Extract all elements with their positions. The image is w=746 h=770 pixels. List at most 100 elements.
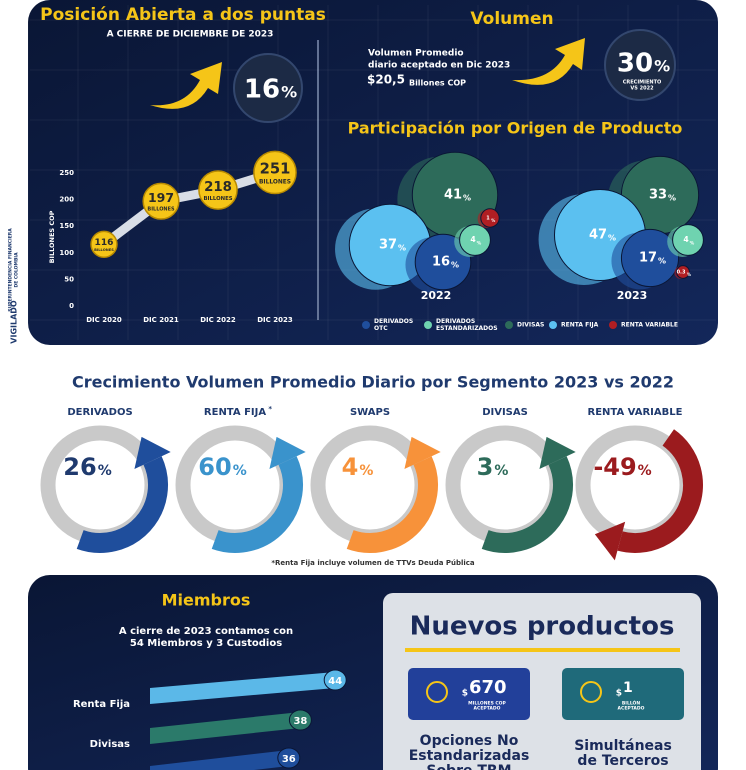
segment-name: RENTA FIJA bbox=[204, 407, 266, 418]
amount-label: ACEPTADO bbox=[474, 706, 501, 712]
amount: 670 bbox=[469, 677, 507, 698]
bar bbox=[150, 750, 289, 770]
legend-label: OTC bbox=[374, 325, 388, 332]
y-tick-label: 100 bbox=[59, 249, 74, 257]
bar-value: 36 bbox=[282, 754, 296, 765]
text: A cierre de 2023 contamos con bbox=[119, 626, 293, 637]
legend-label: DIVISAS bbox=[517, 322, 544, 329]
segment-name: DERIVADOS bbox=[67, 407, 132, 418]
arrow-arc bbox=[346, 456, 438, 553]
description: Volumen Promedio bbox=[368, 49, 464, 59]
unit: % bbox=[491, 218, 495, 223]
bubble bbox=[676, 265, 690, 279]
year-label: 2022 bbox=[421, 289, 452, 302]
value-label: 4 bbox=[470, 235, 475, 244]
unit: % bbox=[451, 261, 459, 270]
unit-label: BILLONES bbox=[203, 196, 232, 202]
unit: % bbox=[98, 463, 112, 479]
point bbox=[142, 182, 180, 220]
arrow-icon bbox=[512, 38, 585, 85]
amount-label: ACEPTADO bbox=[618, 706, 645, 712]
growth-label: CRECIMIENTO bbox=[623, 80, 662, 86]
currency: $ bbox=[616, 689, 622, 699]
year-label: 2023 bbox=[617, 289, 648, 302]
segment-name: DIVISAS bbox=[482, 407, 528, 418]
currency: $ bbox=[462, 689, 468, 699]
product-card bbox=[562, 668, 684, 720]
unit: % bbox=[463, 194, 471, 203]
legend-swatch bbox=[609, 321, 617, 329]
amount-label: BILLÓN bbox=[622, 700, 641, 707]
point bbox=[198, 170, 238, 210]
unit-label: BILLONES bbox=[94, 248, 114, 252]
segment-name: SWAPS bbox=[350, 407, 390, 418]
segment-value: 26 bbox=[63, 453, 96, 481]
amount: 1 bbox=[623, 680, 633, 696]
footnote: *Renta Fija incluye volumen de TTVs Deud… bbox=[271, 559, 475, 567]
value-label: 116 bbox=[95, 238, 114, 248]
arrow-head bbox=[539, 436, 576, 469]
arrow-arc bbox=[617, 429, 703, 553]
segment-value: -49 bbox=[593, 453, 636, 481]
arrow-head bbox=[134, 436, 171, 469]
unit: % bbox=[608, 234, 616, 243]
growth: 30 bbox=[617, 49, 653, 79]
legend-swatch bbox=[424, 321, 432, 329]
bar-value: 38 bbox=[293, 716, 307, 727]
coin-icon bbox=[580, 681, 602, 703]
bar-value: 44 bbox=[328, 676, 342, 687]
title: Crecimiento Volumen Promedio Diario por … bbox=[72, 373, 674, 392]
unit: % bbox=[690, 241, 695, 247]
title: Nuevos productos bbox=[410, 612, 675, 642]
description: diario aceptado en Dic 2023 bbox=[368, 61, 510, 71]
arrow-arc bbox=[211, 456, 303, 553]
product-name: Sobre TRM bbox=[426, 763, 511, 770]
amount-label: MILLONES COP bbox=[468, 701, 506, 707]
text: 54 Miembros y 3 Custodios bbox=[130, 638, 282, 649]
value-label: 47 bbox=[589, 228, 607, 243]
unit: % bbox=[233, 463, 247, 479]
value-label: 16 bbox=[432, 255, 450, 270]
point bbox=[253, 150, 297, 195]
legend-label: DERIVADOS bbox=[374, 318, 413, 325]
value-label: 251 bbox=[260, 160, 291, 177]
product-card bbox=[408, 668, 530, 720]
note-mark: * bbox=[268, 405, 272, 413]
arrow-arc bbox=[76, 456, 168, 553]
value-label: 41 bbox=[444, 188, 462, 203]
value-label: 197 bbox=[148, 190, 174, 205]
arrow-head bbox=[404, 436, 441, 469]
bubble bbox=[620, 228, 680, 288]
product-name: Simultáneas bbox=[574, 738, 672, 754]
y-axis-label: BILLONES COP bbox=[48, 210, 56, 263]
unit: % bbox=[687, 272, 691, 277]
point bbox=[90, 230, 118, 258]
products-panel bbox=[383, 593, 701, 770]
arrow-arc bbox=[481, 456, 573, 553]
unit: % bbox=[477, 241, 482, 247]
bar-label: Divisas bbox=[90, 739, 130, 750]
y-tick-label: 0 bbox=[69, 302, 74, 310]
x-tick-label: DIC 2021 bbox=[143, 316, 179, 324]
arrow-head bbox=[594, 521, 626, 561]
bubble bbox=[459, 224, 491, 256]
value-label: 1 bbox=[486, 216, 490, 222]
amount: $20,5 bbox=[367, 73, 405, 87]
value-label: 0.3 bbox=[677, 270, 686, 276]
x-tick-label: DIC 2022 bbox=[200, 316, 236, 324]
y-tick-label: 200 bbox=[59, 196, 74, 204]
bar-cap bbox=[323, 669, 347, 691]
bubble bbox=[672, 224, 704, 256]
y-tick-label: 150 bbox=[59, 222, 74, 230]
legend-swatch bbox=[505, 321, 513, 329]
segment-value: 60 bbox=[198, 453, 231, 481]
x-tick-label: DIC 2023 bbox=[257, 316, 293, 324]
y-tick-label: 50 bbox=[64, 275, 74, 283]
unit: % bbox=[494, 463, 508, 479]
vigilado: VIGILADO bbox=[10, 300, 19, 344]
legend-label: RENTA FIJA bbox=[561, 322, 599, 329]
bar-cap bbox=[277, 747, 301, 769]
value-label: 37 bbox=[379, 238, 397, 253]
product-name: Estandarizadas bbox=[409, 748, 530, 764]
